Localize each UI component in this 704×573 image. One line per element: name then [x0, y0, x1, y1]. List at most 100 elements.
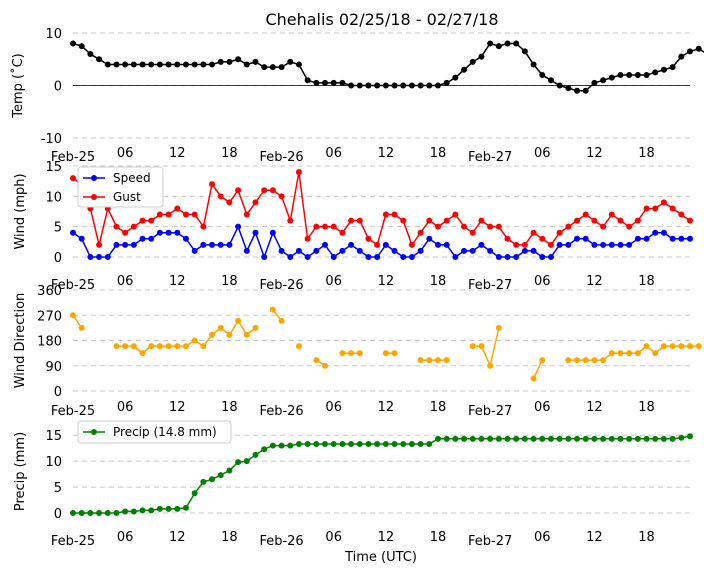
data-point — [348, 350, 355, 357]
series-line — [72, 171, 691, 247]
legend-swatch-marker — [91, 175, 97, 181]
data-point — [443, 241, 450, 248]
data-point — [695, 343, 702, 350]
data-point — [434, 357, 441, 364]
data-point — [356, 350, 363, 357]
data-point — [374, 241, 381, 248]
data-point — [130, 343, 137, 350]
data-point — [487, 435, 494, 442]
data-point — [417, 229, 424, 236]
x-tick-label: 18 — [638, 274, 655, 289]
data-point — [217, 58, 224, 65]
panel-temp: -10 0 10 Temp (˚C) Feb-25 06 12 18 Feb-26 06 12 18 F… — [10, 27, 704, 165]
data-point — [434, 241, 441, 248]
data-point — [174, 505, 181, 512]
data-point — [148, 61, 155, 68]
data-point — [678, 434, 685, 441]
data-point — [469, 343, 476, 350]
data-point — [148, 507, 155, 514]
data-point — [330, 79, 337, 86]
data-point — [165, 505, 172, 512]
data-point — [469, 247, 476, 254]
data-point — [87, 51, 94, 57]
data-point — [591, 217, 598, 224]
data-point — [139, 350, 146, 357]
x-tick-label: 06 — [325, 400, 342, 415]
data-point — [78, 235, 85, 242]
data-point — [113, 241, 120, 248]
x-tick-label: 18 — [430, 146, 447, 161]
data-point — [669, 435, 676, 442]
data-point — [626, 241, 633, 248]
data-point — [365, 235, 372, 242]
data-point — [139, 235, 146, 242]
data-point — [87, 510, 94, 516]
data-point — [287, 58, 294, 65]
data-point — [269, 306, 276, 313]
data-point — [400, 254, 407, 260]
data-point — [582, 435, 589, 442]
data-point — [487, 223, 494, 230]
data-point — [417, 82, 424, 89]
data-point — [78, 43, 85, 50]
y-tick-label: 10 — [45, 27, 62, 42]
data-point — [652, 435, 659, 442]
data-point — [78, 324, 85, 331]
data-point — [391, 350, 398, 357]
data-point — [313, 247, 320, 254]
data-point — [408, 441, 415, 448]
data-point — [70, 175, 76, 182]
data-point — [322, 223, 329, 230]
chart-title: Chehalis 02/25/18 - 02/27/18 — [265, 10, 498, 29]
data-point — [495, 254, 502, 260]
data-point — [295, 343, 302, 350]
x-tick-label: Feb-27 — [468, 534, 512, 549]
data-point — [96, 510, 103, 516]
data-point — [209, 331, 216, 338]
data-point — [87, 254, 94, 260]
data-point — [487, 362, 494, 369]
data-point — [200, 223, 207, 230]
x-tick-label: Feb-26 — [259, 150, 303, 165]
data-point — [678, 235, 685, 242]
data-point — [313, 223, 320, 230]
data-point — [452, 254, 459, 260]
legend-entry: Speed — [113, 171, 151, 185]
x-tick-label: Feb-25 — [51, 150, 95, 165]
data-point — [243, 331, 250, 338]
data-point — [539, 235, 546, 242]
data-point — [565, 241, 572, 248]
data-point — [391, 247, 398, 254]
x-tick-label: 06 — [325, 530, 342, 545]
data-point — [313, 357, 320, 364]
data-point — [574, 357, 581, 364]
data-point — [556, 82, 563, 89]
data-point — [278, 442, 285, 449]
data-point — [356, 82, 363, 89]
data-point — [374, 441, 381, 448]
data-point — [139, 61, 146, 68]
x-tick-label: 12 — [378, 530, 395, 545]
data-point — [539, 72, 546, 78]
data-point — [521, 48, 528, 55]
data-point — [322, 79, 329, 86]
data-point — [426, 82, 433, 89]
x-tick-label: 06 — [117, 530, 134, 545]
data-point — [556, 435, 563, 442]
series-gust — [70, 169, 693, 248]
data-point — [209, 476, 216, 483]
data-point — [226, 58, 233, 65]
data-point — [643, 205, 650, 212]
x-tick-label: 18 — [430, 274, 447, 289]
data-point — [261, 254, 268, 260]
data-point — [252, 324, 259, 331]
data-point — [426, 357, 433, 364]
data-point — [122, 508, 129, 515]
data-point — [608, 350, 615, 357]
data-point — [617, 350, 624, 357]
data-point — [96, 241, 103, 248]
data-point — [243, 61, 250, 68]
legend-entry: Gust — [113, 190, 141, 204]
data-point — [165, 61, 172, 68]
